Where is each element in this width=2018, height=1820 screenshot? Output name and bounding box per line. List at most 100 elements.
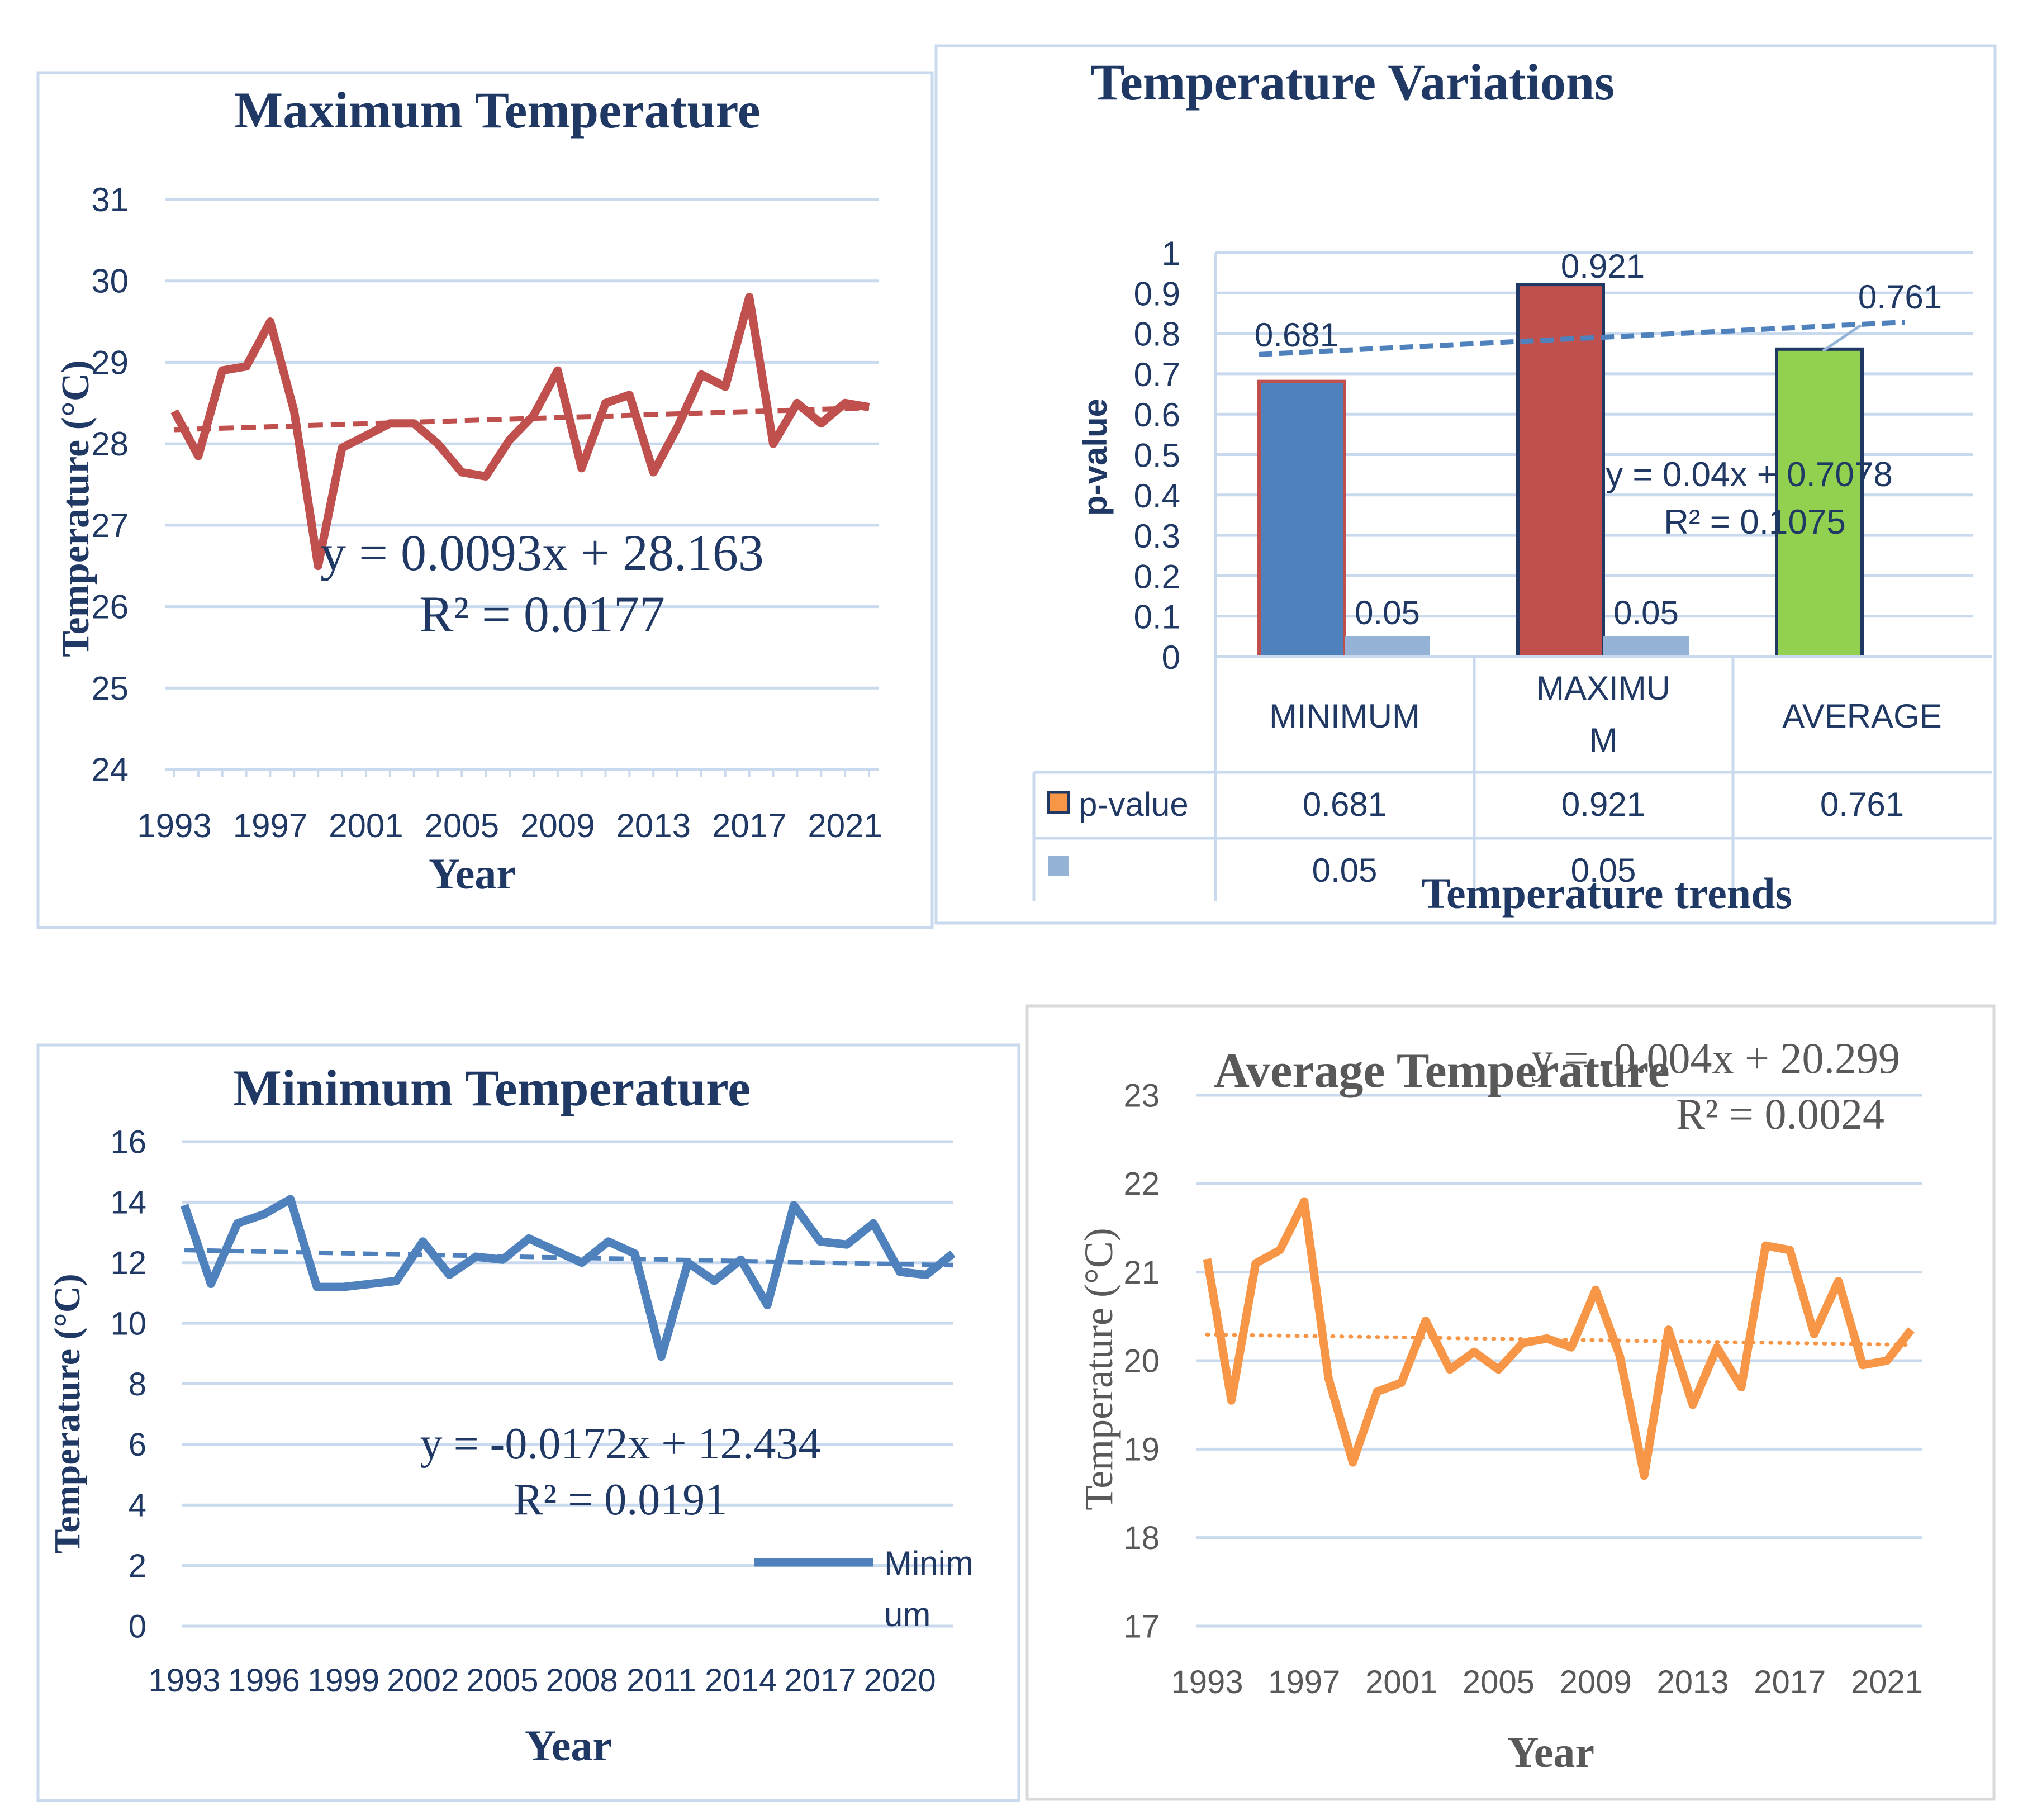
max-x-tick-label: 2009 [520, 807, 595, 844]
variations-y-tick-label: 0.3 [1134, 517, 1180, 555]
min-x-tick-label: 2008 [546, 1662, 618, 1699]
avg-x-tick-label: 1997 [1268, 1664, 1340, 1700]
p-value-data-label: 0.921 [1561, 248, 1645, 285]
table-category-header: MINIMUM [1269, 697, 1420, 735]
max-y-axis-title: Temperature (°C) [54, 360, 97, 657]
variations-bars [1257, 283, 1864, 659]
avg-chart-title: Average Temperature [1214, 1044, 1669, 1098]
max-x-axis [165, 768, 879, 777]
variations-y-tick-label: 1 [1162, 235, 1180, 272]
variations-y-tick-label: 0.5 [1134, 437, 1180, 474]
avg-chart-frame [1025, 1004, 1996, 1801]
table-cell: 0.921 [1561, 786, 1645, 823]
avg-y-tick-labels: 17 18 19 20 21 22 23 [1123, 1077, 1160, 1645]
min-x-tick-label: 2017 [784, 1662, 856, 1699]
variations-r-squared: R² = 0.1075 [1664, 503, 1846, 541]
threshold-data-label: 0.05 [1613, 594, 1679, 631]
max-y-tick-label: 29 [91, 344, 129, 381]
max-x-tick-label: 2021 [808, 807, 882, 844]
min-chart-title: Minimum Temperature [233, 1059, 751, 1116]
p-value-bar [1775, 347, 1864, 658]
max-x-tick-label: 2013 [616, 807, 690, 844]
avg-x-tick-label: 2009 [1560, 1664, 1632, 1700]
avg-gridlines [1196, 1094, 1922, 1628]
max-y-tick-label: 27 [91, 507, 129, 544]
min-x-tick-label: 1999 [307, 1662, 379, 1699]
variations-leader-line [1822, 324, 1862, 353]
min-legend-label-line2: um [884, 1596, 930, 1633]
variations-y-tick-label: 0.1 [1134, 598, 1180, 636]
legend-key-threshold [1048, 856, 1069, 876]
variations-y-tick-label: 0.6 [1134, 396, 1180, 434]
max-r-squared: R² = 0.0177 [419, 586, 665, 643]
table-cell: 0.761 [1820, 786, 1904, 823]
p-value-data-label: 0.761 [1858, 278, 1942, 316]
min-chart-frame [36, 1043, 1020, 1802]
min-x-axis-title: Year [525, 1721, 612, 1770]
max-x-tick-label: 1993 [137, 807, 211, 844]
min-y-tick-label: 14 [110, 1185, 146, 1221]
min-series-line [180, 1195, 956, 1361]
avg-y-tick-label: 23 [1123, 1077, 1160, 1114]
p-value-bar [1516, 283, 1605, 658]
min-y-tick-labels: 0 2 4 6 8 10 12 14 16 [110, 1124, 146, 1645]
avg-x-axis-title: Year [1507, 1728, 1594, 1776]
min-y-axis-title: Temperature (°C) [47, 1273, 88, 1553]
max-x-axis-title: Year [429, 849, 516, 898]
threshold-bar [1345, 636, 1430, 657]
avg-y-axis-title: Temperature (°C) [1076, 1228, 1121, 1510]
avg-x-tick-labels: 1993 1997 2001 2005 2009 2013 2017 2021 [1171, 1664, 1923, 1700]
p-value-bar [1257, 379, 1346, 659]
variations-y-axis-title: p-value [1076, 398, 1114, 516]
table-cell: 0.05 [1571, 852, 1636, 889]
avg-x-tick-label: 2021 [1851, 1664, 1923, 1700]
min-legend-label-line1: Minim [884, 1545, 974, 1582]
avg-series-line [1203, 1197, 1915, 1480]
avg-y-tick-label: 19 [1123, 1432, 1160, 1468]
threshold-data-label: 0.05 [1355, 594, 1420, 631]
max-y-tick-label: 24 [91, 751, 129, 788]
max-y-tick-label: 31 [91, 181, 129, 218]
variations-data-table: MINIMUM MAXIMU M AVERAGE p-value 0.681 0.921 0.… [1032, 655, 1992, 901]
variations-y-tick-label: 0.4 [1134, 477, 1180, 515]
min-y-tick-label: 10 [110, 1305, 146, 1342]
variations-y-tick-label: 0.2 [1134, 558, 1180, 595]
variations-trend-equation: y = 0.04x + 0.7078 [1606, 455, 1893, 494]
max-x-tick-label: 1997 [233, 807, 307, 844]
variations-x-axis-title: Temperature trends [1421, 869, 1792, 918]
max-x-tick-labels: 1993 1997 2001 2005 2009 2013 2017 2021 [137, 807, 882, 844]
min-x-tick-label: 2005 [466, 1662, 538, 1699]
avg-y-tick-label: 18 [1123, 1520, 1160, 1556]
table-category-header: AVERAGE [1782, 697, 1942, 735]
max-trend-equation: y = 0.0093x + 28.163 [320, 524, 764, 581]
max-y-tick-labels: 24 25 26 27 28 29 30 31 [91, 181, 129, 788]
min-y-tick-label: 12 [110, 1245, 146, 1281]
variations-data-labels: 0.681 0.05 0.921 0.05 0.761 [1255, 248, 1942, 631]
min-x-tick-label: 2014 [705, 1662, 777, 1699]
max-x-tick-label: 2005 [425, 807, 499, 844]
avg-r-squared: R² = 0.0024 [1676, 1090, 1884, 1138]
max-series-line [170, 293, 870, 571]
max-y-tick-label: 26 [91, 588, 129, 626]
table-category-header: M [1589, 721, 1617, 759]
min-x-tick-label: 1993 [148, 1662, 220, 1699]
max-y-tick-label: 30 [91, 263, 129, 300]
avg-trend-equation: y = -0.004x + 20.299 [1531, 1034, 1900, 1082]
avg-x-tick-label: 1993 [1171, 1664, 1243, 1700]
max-y-tick-label: 25 [91, 669, 129, 707]
table-category-header: MAXIMU [1536, 669, 1670, 707]
avg-x-tick-label: 2017 [1754, 1664, 1826, 1700]
table-cell: 0.681 [1303, 786, 1387, 823]
variations-y-tick-label: 0.7 [1134, 356, 1180, 393]
table-row-label: p-value [1079, 786, 1189, 823]
avg-x-tick-label: 2005 [1463, 1664, 1535, 1700]
min-y-tick-label: 0 [129, 1608, 146, 1645]
table-cell: 0.05 [1312, 852, 1378, 889]
variations-chart-title: Temperature Variations [1090, 54, 1615, 111]
max-chart-frame [36, 71, 934, 929]
min-trend-equation: y = -0.0172x + 12.434 [420, 1419, 821, 1469]
min-y-tick-label: 8 [129, 1366, 146, 1403]
variations-y-tick-label: 0.8 [1134, 316, 1180, 353]
